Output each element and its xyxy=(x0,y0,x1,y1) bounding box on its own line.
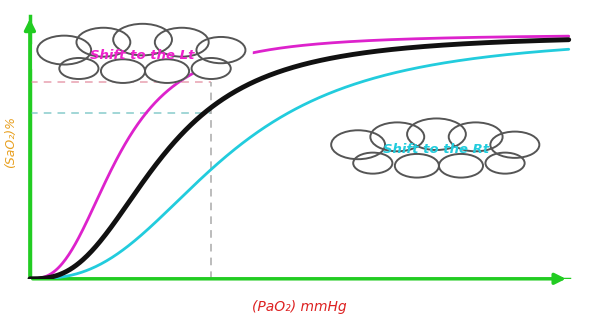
Text: Shift to the Lt: Shift to the Lt xyxy=(91,49,195,62)
Circle shape xyxy=(76,28,131,57)
Circle shape xyxy=(439,154,483,178)
Circle shape xyxy=(145,59,189,83)
Circle shape xyxy=(101,59,145,83)
Circle shape xyxy=(191,58,231,79)
Circle shape xyxy=(486,153,524,174)
Text: (SaO₂)%: (SaO₂)% xyxy=(4,116,17,168)
FancyBboxPatch shape xyxy=(326,138,547,165)
Circle shape xyxy=(407,118,466,150)
Circle shape xyxy=(197,37,246,63)
Circle shape xyxy=(491,132,539,158)
Circle shape xyxy=(395,154,439,178)
Text: (PaO₂) mmHg: (PaO₂) mmHg xyxy=(252,300,347,314)
FancyBboxPatch shape xyxy=(32,44,253,70)
Circle shape xyxy=(449,122,502,151)
Circle shape xyxy=(113,24,172,55)
Text: Shift to the Rt: Shift to the Rt xyxy=(383,143,489,156)
Circle shape xyxy=(370,122,424,151)
Circle shape xyxy=(353,153,392,174)
Circle shape xyxy=(331,130,385,159)
Circle shape xyxy=(60,58,98,79)
Circle shape xyxy=(38,35,91,65)
Circle shape xyxy=(155,28,209,57)
